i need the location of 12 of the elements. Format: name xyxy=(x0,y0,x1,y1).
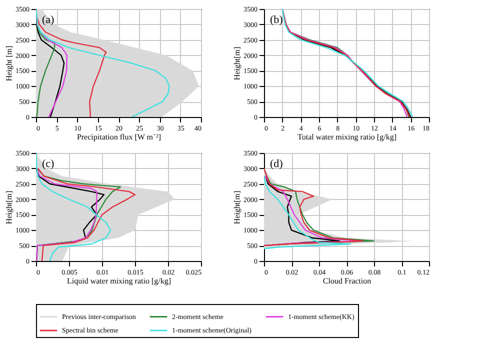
annotation: (b) xyxy=(270,14,284,26)
y-axis-title: Height [m] xyxy=(4,46,14,82)
annotation: (d) xyxy=(270,158,284,170)
annotation: (c) xyxy=(42,158,55,170)
x-axis-title: Liquid water mixing ratio [g/kg] xyxy=(67,276,172,286)
x-axis-title: Cloud Fraction xyxy=(322,276,372,286)
y-axis-title: Height[m] xyxy=(4,190,14,224)
y-axis-title: Height[m] xyxy=(232,190,242,224)
x-axis-title: Total water mixing ratio [g/kg] xyxy=(298,132,397,142)
y-axis-title: Height[m] xyxy=(232,46,242,80)
annotation: (a) xyxy=(42,14,55,26)
x-axis-title: Precipitation flux [W m⁻²] xyxy=(76,132,162,142)
